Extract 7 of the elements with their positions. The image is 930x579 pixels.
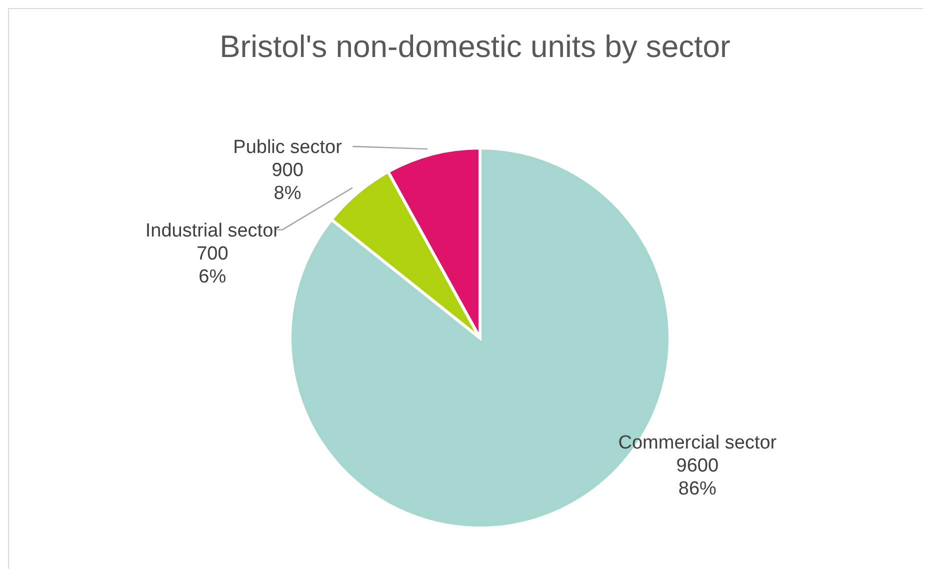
- data-label: 9600 86%: [676, 455, 719, 500]
- slice-label: Public sector: [233, 137, 343, 158]
- slice-label: Industrial sector: [145, 220, 280, 242]
- data-label: 700 6%: [196, 243, 228, 288]
- slice-label: Commercial sector: [618, 432, 778, 454]
- chart-title: Bristol's non-domestic units by sector: [220, 29, 730, 64]
- data-label: 900 8%: [272, 160, 304, 204]
